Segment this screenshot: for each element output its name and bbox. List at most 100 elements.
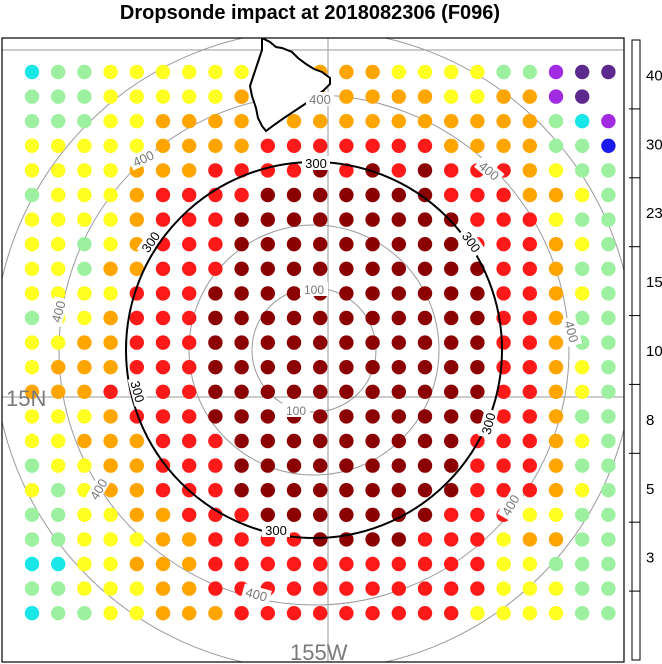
impact-dot — [444, 581, 459, 596]
ring-label: 400 — [244, 584, 269, 604]
impact-dot — [522, 384, 537, 399]
impact-dot — [286, 138, 302, 153]
impact-dot — [339, 384, 354, 399]
impact-dot — [24, 212, 40, 227]
impact-dot — [444, 64, 459, 80]
impact-dot — [444, 163, 459, 178]
impact-dot — [260, 212, 275, 227]
impact-dot — [522, 310, 537, 326]
impact-dot — [575, 433, 590, 449]
impact-dot — [234, 64, 249, 80]
impact-dot — [444, 261, 459, 276]
impact-dot — [522, 360, 537, 375]
colorbar-tick-label: 40 — [646, 67, 662, 84]
impact-dot — [365, 286, 380, 301]
impact-dot — [496, 138, 511, 153]
impact-dot — [575, 581, 590, 596]
impact-dot — [417, 458, 433, 473]
impact-dot — [391, 384, 406, 399]
impact-dot — [522, 212, 537, 227]
impact-dot — [548, 360, 564, 375]
impact-dot — [548, 64, 564, 80]
impact-dot — [601, 532, 616, 547]
impact-dot — [208, 483, 223, 498]
impact-dot — [286, 335, 302, 350]
impact-dot — [417, 409, 433, 424]
impact-dot — [522, 187, 537, 203]
impact-dot — [522, 409, 537, 424]
impact-dot — [496, 114, 511, 129]
impact-dot — [208, 286, 223, 301]
impact-dot — [286, 310, 302, 326]
impact-dot — [77, 360, 92, 375]
ring-label: 300 — [265, 523, 287, 538]
longitude-label: 155W — [290, 640, 348, 664]
impact-dot — [365, 187, 380, 203]
impact-dot — [444, 89, 459, 104]
impact-dot — [77, 163, 92, 178]
impact-dot — [234, 286, 249, 301]
impact-dot — [51, 458, 66, 473]
impact-dot — [313, 581, 328, 596]
impact-dot — [234, 310, 249, 326]
impact-dot — [417, 163, 433, 178]
impact-dot — [339, 64, 354, 80]
impact-dot — [286, 163, 302, 178]
impact-dot — [51, 507, 66, 522]
impact-dot — [129, 360, 144, 375]
impact-dot — [208, 335, 223, 350]
impact-dot — [234, 606, 249, 621]
impact-dot — [470, 606, 485, 621]
impact-dot — [208, 532, 223, 547]
impact-dot — [496, 64, 511, 80]
impact-dot — [182, 237, 197, 252]
impact-dot — [77, 114, 92, 129]
latitude-label: 15N — [6, 386, 46, 411]
impact-dot — [339, 286, 354, 301]
impact-dot — [234, 187, 249, 203]
impact-dot — [444, 532, 459, 547]
impact-dot — [470, 409, 485, 424]
impact-dot — [24, 114, 40, 129]
impact-dot — [182, 114, 197, 129]
impact-dot — [496, 458, 511, 473]
impact-dot — [470, 335, 485, 350]
impact-dot — [51, 261, 66, 276]
impact-dot — [391, 286, 406, 301]
colorbar-tick-label: 3 — [646, 550, 654, 567]
impact-dot — [601, 114, 616, 129]
impact-dot — [77, 237, 92, 252]
impact-dot — [391, 360, 406, 375]
impact-dot — [234, 237, 249, 252]
impact-dot — [522, 335, 537, 350]
impact-dot — [575, 286, 590, 301]
impact-dot — [548, 507, 564, 522]
impact-dot — [391, 237, 406, 252]
impact-dot — [365, 114, 380, 129]
impact-dot — [313, 360, 328, 375]
impact-dot — [548, 163, 564, 178]
impact-dot — [470, 458, 485, 473]
impact-dot — [286, 360, 302, 375]
impact-dot — [548, 187, 564, 203]
impact-dot — [286, 606, 302, 621]
impact-dot — [522, 89, 537, 104]
impact-dot — [496, 532, 511, 547]
impact-dot — [548, 433, 564, 449]
impact-dot — [260, 310, 275, 326]
impact-dot — [286, 384, 302, 399]
impact-dot — [470, 187, 485, 203]
impact-dot — [496, 89, 511, 104]
impact-dot — [339, 433, 354, 449]
impact-dot — [51, 433, 66, 449]
impact-dot — [208, 114, 223, 129]
impact-dot — [77, 310, 92, 326]
impact-dot — [417, 360, 433, 375]
impact-dot — [286, 187, 302, 203]
impact-dot — [575, 64, 590, 80]
impact-dot — [155, 163, 171, 178]
impact-dot — [77, 532, 92, 547]
impact-dot — [548, 114, 564, 129]
impact-dot — [365, 89, 380, 104]
